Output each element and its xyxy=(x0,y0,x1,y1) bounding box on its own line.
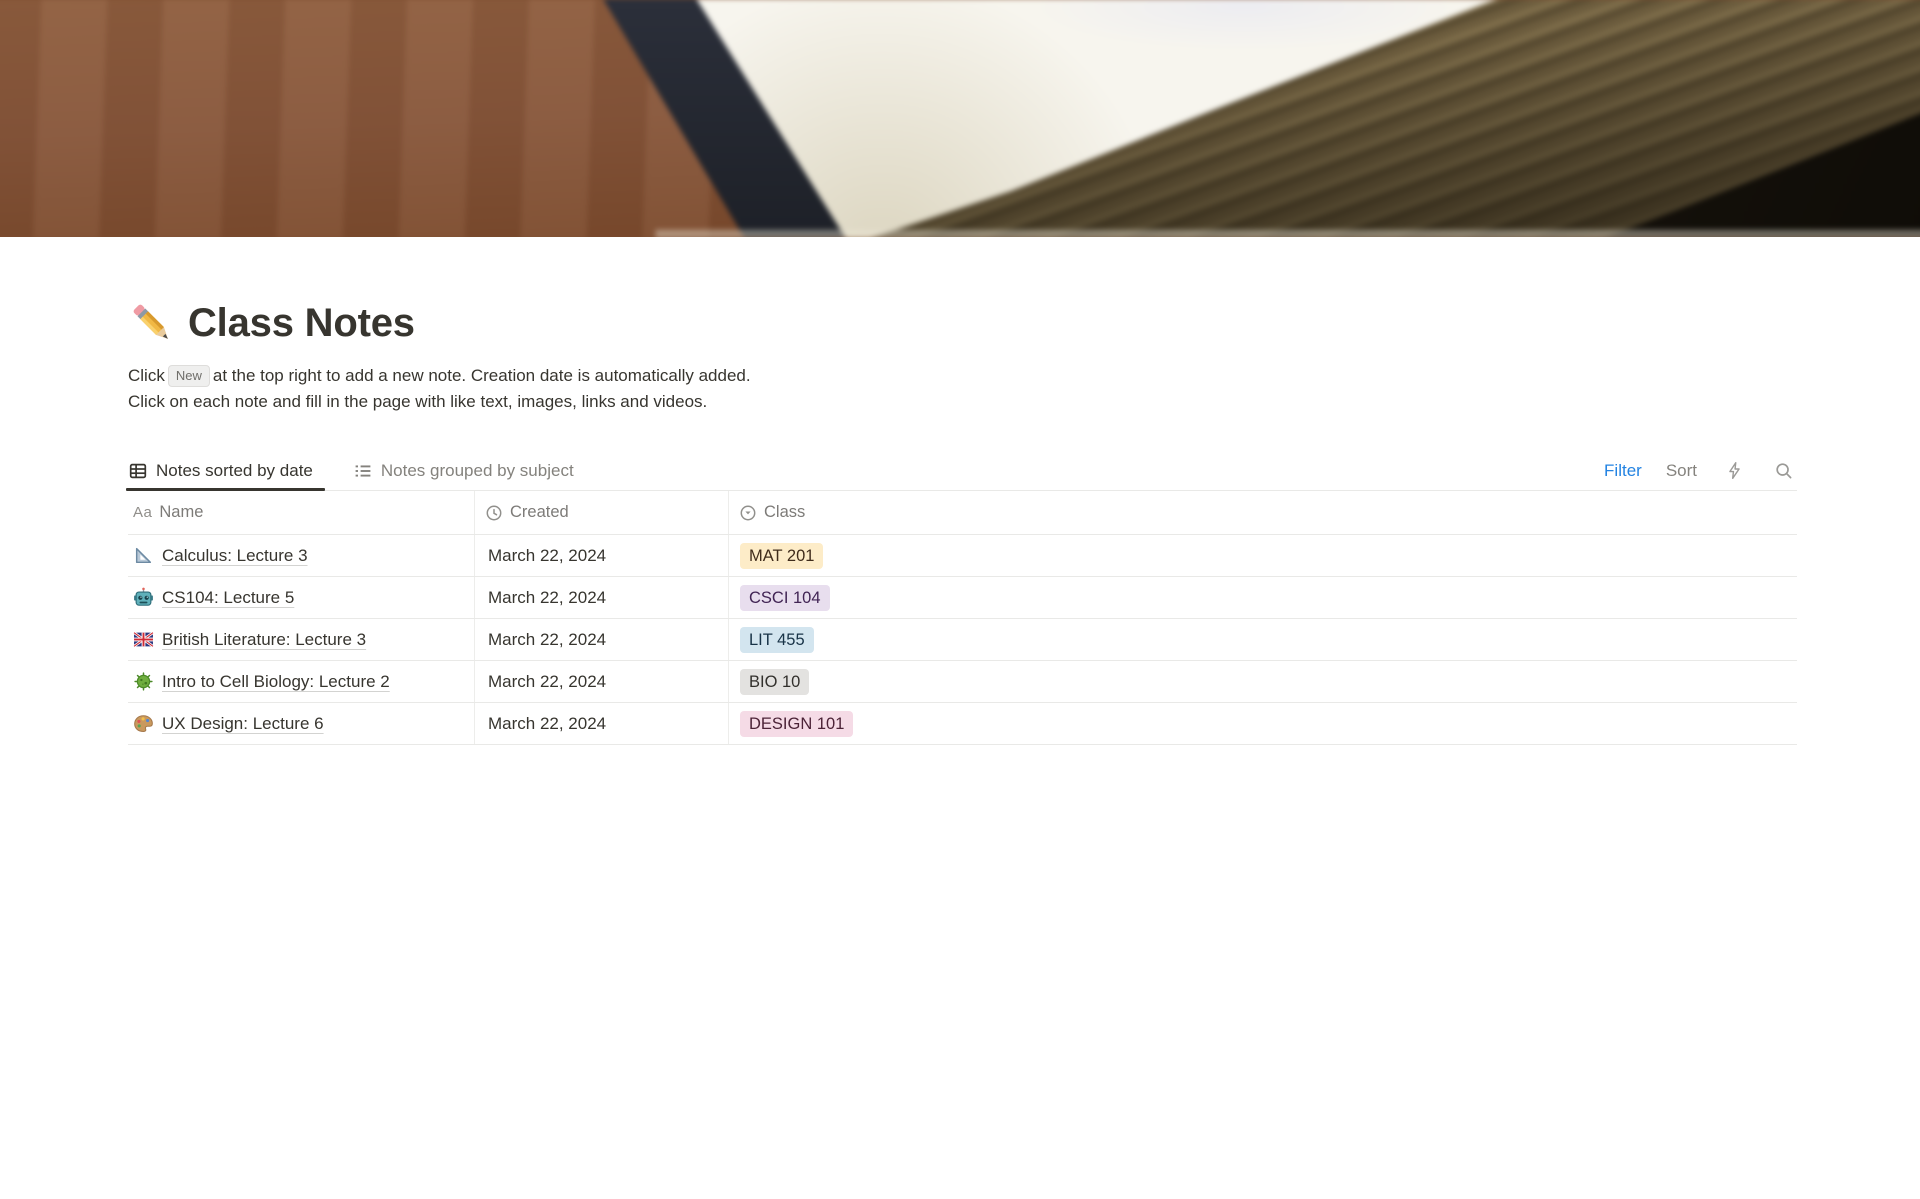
uk-flag-emoji xyxy=(133,631,154,648)
note-link[interactable]: CS104: Lecture 5 xyxy=(162,587,295,607)
cover-image xyxy=(0,0,1920,237)
search-icon xyxy=(1776,462,1792,478)
lightning-icon xyxy=(1728,461,1740,480)
class-cell[interactable]: BIO 10 xyxy=(729,661,1797,702)
clock-icon xyxy=(486,505,502,520)
tab-notes-sorted-by-date[interactable]: Notes sorted by date xyxy=(126,451,325,491)
notes-table: Aa Name Created Class xyxy=(128,491,1797,745)
column-header-class[interactable]: Class xyxy=(729,491,1797,534)
microbe-emoji xyxy=(134,672,153,691)
view-tabs: Notes sorted by date Notes grouped by su… xyxy=(126,451,584,491)
table-row: CS104: Lecture 5 March 22, 2024 CSCI 104 xyxy=(128,577,1797,619)
column-label: Created xyxy=(510,503,569,521)
tab-label: Notes sorted by date xyxy=(156,460,313,480)
table-row: Calculus: Lecture 3 March 22, 2024 MAT 2… xyxy=(128,535,1797,577)
created-date-cell[interactable]: March 22, 2024 xyxy=(475,577,729,618)
search-button[interactable] xyxy=(1771,458,1797,484)
class-cell[interactable]: LIT 455 xyxy=(729,619,1797,660)
note-name-cell[interactable]: UX Design: Lecture 6 xyxy=(128,703,475,744)
lightning-bolt-button[interactable] xyxy=(1721,458,1747,484)
robot-emoji xyxy=(134,587,153,606)
created-date-cell[interactable]: March 22, 2024 xyxy=(475,619,729,660)
class-cell[interactable]: DESIGN 101 xyxy=(729,703,1797,744)
column-header-created[interactable]: Created xyxy=(475,491,729,534)
view-toolbar: Notes sorted by date Notes grouped by su… xyxy=(126,451,1797,491)
note-name-cell[interactable]: CS104: Lecture 5 xyxy=(128,577,475,618)
notebook-photo xyxy=(0,0,1920,237)
view-controls: Filter Sort xyxy=(1604,458,1797,484)
table-row: Intro to Cell Biology: Lecture 2 March 2… xyxy=(128,661,1797,703)
note-name-cell[interactable]: Intro to Cell Biology: Lecture 2 xyxy=(128,661,475,702)
table-row: UX Design: Lecture 6 March 22, 2024 DESI… xyxy=(128,703,1797,745)
text-type-icon: Aa xyxy=(133,504,153,521)
created-date-cell[interactable]: March 22, 2024 xyxy=(475,661,729,702)
class-badge[interactable]: LIT 455 xyxy=(740,626,814,653)
tab-notes-grouped-by-subject[interactable]: Notes grouped by subject xyxy=(353,451,584,490)
page-description: Click New at the top right to add a new no… xyxy=(128,363,1797,415)
pencil-emoji-icon xyxy=(133,304,168,339)
class-cell[interactable]: MAT 201 xyxy=(729,535,1797,576)
page-title: Class Notes xyxy=(188,300,415,345)
class-badge[interactable]: CSCI 104 xyxy=(740,584,830,611)
sort-button[interactable]: Sort xyxy=(1665,460,1697,480)
description-text-line2: Click on each note and fill in the page … xyxy=(128,392,708,411)
class-cell[interactable]: CSCI 104 xyxy=(729,577,1797,618)
note-link[interactable]: Intro to Cell Biology: Lecture 2 xyxy=(162,671,390,691)
class-badge[interactable]: MAT 201 xyxy=(740,542,824,569)
description-text: at the top right to add a new note. Crea… xyxy=(212,366,751,385)
note-name-cell[interactable]: British Literature: Lecture 3 xyxy=(128,619,475,660)
table-header-row: Aa Name Created Class xyxy=(128,491,1797,535)
filter-button[interactable]: Filter xyxy=(1604,460,1642,480)
table-row: British Literature: Lecture 3 March 22, … xyxy=(128,619,1797,661)
table-view-icon xyxy=(129,463,147,478)
triangular-ruler-emoji xyxy=(135,547,152,564)
note-link[interactable]: Calculus: Lecture 3 xyxy=(162,545,308,565)
class-badge[interactable]: BIO 10 xyxy=(740,668,810,695)
column-label: Class xyxy=(764,503,806,521)
created-date-cell[interactable]: March 22, 2024 xyxy=(475,703,729,744)
column-header-name[interactable]: Aa Name xyxy=(128,491,475,534)
tab-label: Notes grouped by subject xyxy=(380,460,574,480)
description-text: Click xyxy=(128,366,165,385)
select-circle-icon xyxy=(740,505,756,520)
palette-emoji xyxy=(134,715,153,733)
list-view-icon xyxy=(355,464,371,477)
column-label: Name xyxy=(159,503,204,521)
note-link[interactable]: UX Design: Lecture 6 xyxy=(162,713,324,733)
created-date-cell[interactable]: March 22, 2024 xyxy=(475,535,729,576)
new-badge: New xyxy=(167,365,210,387)
class-badge[interactable]: DESIGN 101 xyxy=(740,710,854,737)
note-name-cell[interactable]: Calculus: Lecture 3 xyxy=(128,535,475,576)
page-edge-highlight xyxy=(655,229,1920,237)
note-link[interactable]: British Literature: Lecture 3 xyxy=(162,629,367,649)
